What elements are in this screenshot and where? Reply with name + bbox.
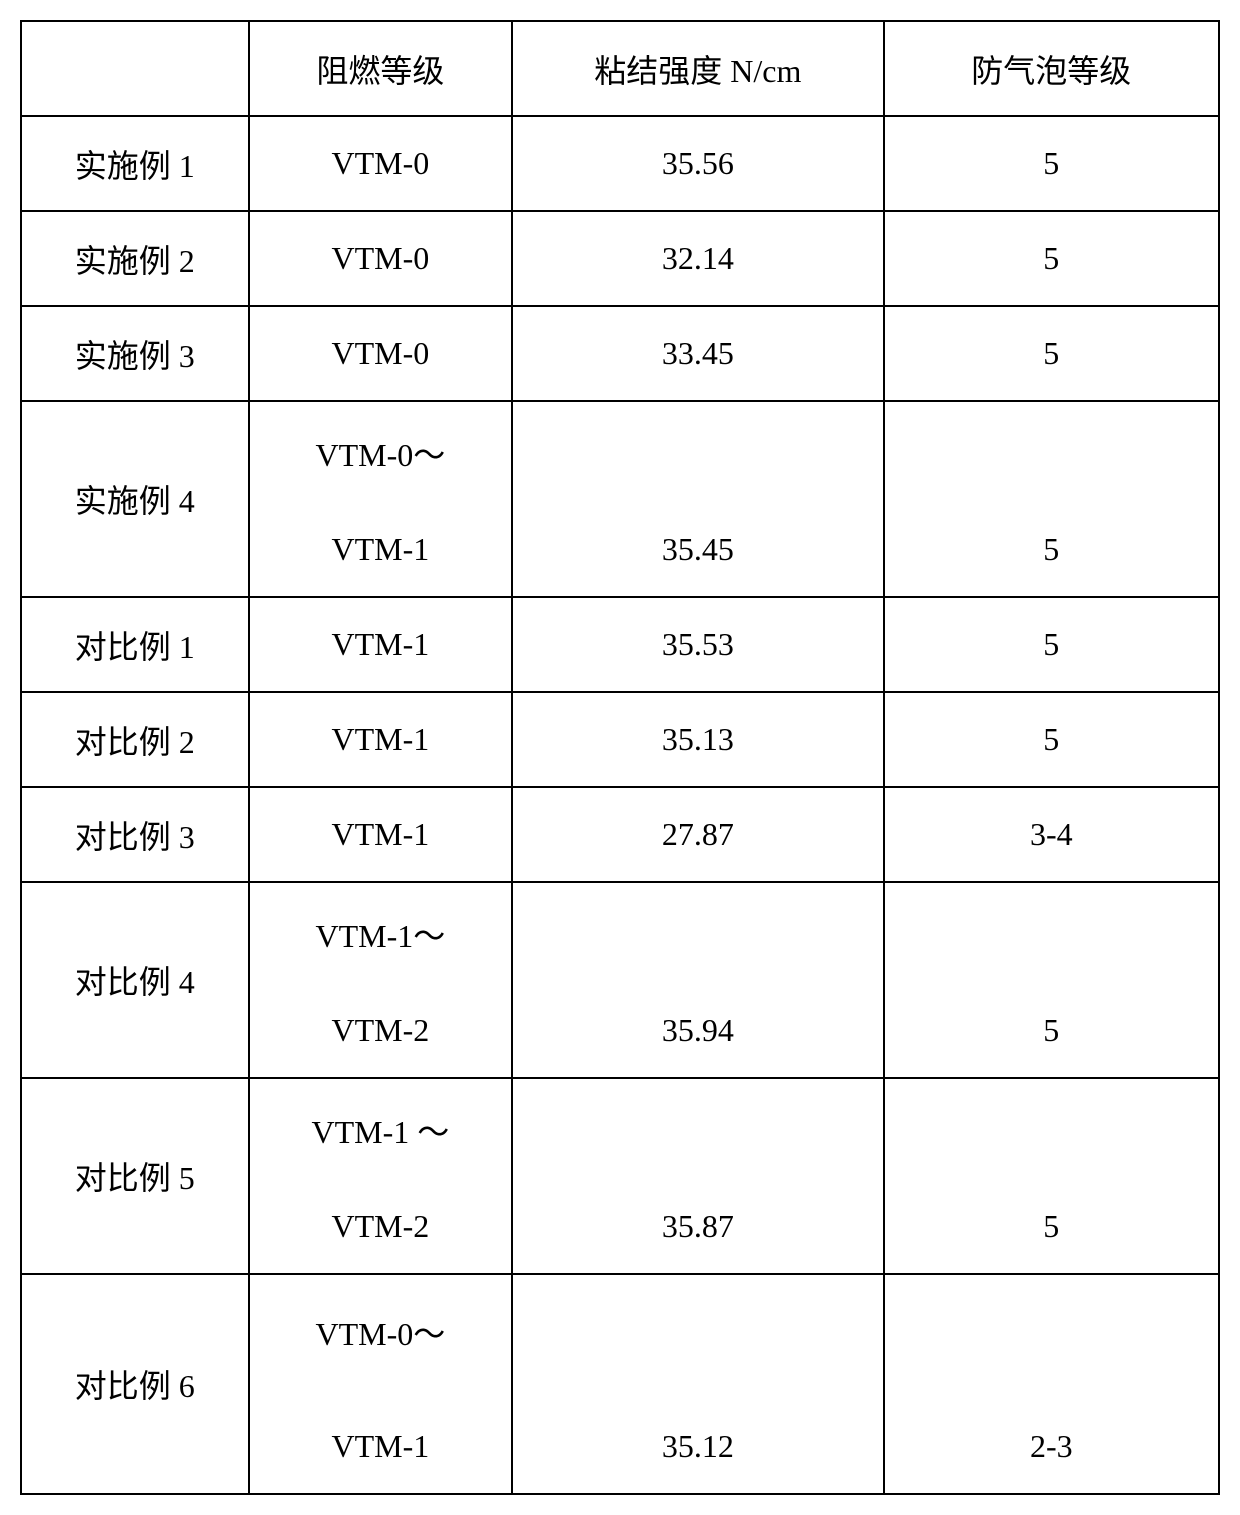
table-row: 实施例 3 VTM-0 33.45 5 bbox=[21, 306, 1219, 401]
row-bubble: 2-3 bbox=[884, 1274, 1219, 1494]
flame-bot: VTM-1 bbox=[250, 491, 512, 586]
row-label: 对比例 3 bbox=[21, 787, 249, 882]
row-bubble: 5 bbox=[884, 211, 1219, 306]
row-flame: VTM-0 bbox=[249, 211, 513, 306]
table-row: 实施例 2 VTM-0 32.14 5 bbox=[21, 211, 1219, 306]
row-flame: VTM-0～ VTM-1 bbox=[249, 401, 513, 597]
row-strength: 33.45 bbox=[512, 306, 883, 401]
row-label: 实施例 4 bbox=[21, 401, 249, 597]
row-bubble: 5 bbox=[884, 306, 1219, 401]
flame-top: VTM-0～ bbox=[250, 1287, 512, 1376]
row-label: 对比例 5 bbox=[21, 1078, 249, 1274]
row-bubble: 5 bbox=[884, 597, 1219, 692]
row-flame: VTM-1 bbox=[249, 692, 513, 787]
row-label: 对比例 2 bbox=[21, 692, 249, 787]
row-bubble: 5 bbox=[884, 401, 1219, 597]
header-cell-flame: 阻燃等级 bbox=[249, 21, 513, 116]
row-strength: 35.87 bbox=[512, 1078, 883, 1274]
row-label: 实施例 2 bbox=[21, 211, 249, 306]
row-flame: VTM-0～ VTM-1 bbox=[249, 1274, 513, 1494]
row-strength: 35.12 bbox=[512, 1274, 883, 1494]
row-bubble: 5 bbox=[884, 1078, 1219, 1274]
row-strength: 35.56 bbox=[512, 116, 883, 211]
data-table: 阻燃等级 粘结强度 N/cm 防气泡等级 实施例 1 VTM-0 35.56 5… bbox=[20, 20, 1220, 1495]
row-flame: VTM-1 ～ VTM-2 bbox=[249, 1078, 513, 1274]
row-label: 实施例 1 bbox=[21, 116, 249, 211]
row-label: 实施例 3 bbox=[21, 306, 249, 401]
flame-bot: VTM-1 bbox=[250, 1376, 512, 1483]
header-cell-strength: 粘结强度 N/cm bbox=[512, 21, 883, 116]
row-flame: VTM-0 bbox=[249, 306, 513, 401]
table-row: 实施例 4 VTM-0～ VTM-1 35.45 5 bbox=[21, 401, 1219, 597]
flame-bot: VTM-2 bbox=[250, 1168, 512, 1263]
flame-top: VTM-1～ bbox=[250, 895, 512, 972]
header-cell-bubble: 防气泡等级 bbox=[884, 21, 1219, 116]
table-row: 对比例 5 VTM-1 ～ VTM-2 35.87 5 bbox=[21, 1078, 1219, 1274]
flame-top: VTM-0～ bbox=[250, 414, 512, 491]
table-row: 对比例 6 VTM-0～ VTM-1 35.12 2-3 bbox=[21, 1274, 1219, 1494]
row-bubble: 3-4 bbox=[884, 787, 1219, 882]
row-flame: VTM-1 bbox=[249, 787, 513, 882]
row-bubble: 5 bbox=[884, 116, 1219, 211]
row-label: 对比例 1 bbox=[21, 597, 249, 692]
row-strength: 35.45 bbox=[512, 401, 883, 597]
table-row: 对比例 4 VTM-1～ VTM-2 35.94 5 bbox=[21, 882, 1219, 1078]
table-row: 对比例 2 VTM-1 35.13 5 bbox=[21, 692, 1219, 787]
row-label: 对比例 4 bbox=[21, 882, 249, 1078]
flame-bot: VTM-2 bbox=[250, 972, 512, 1067]
row-bubble: 5 bbox=[884, 692, 1219, 787]
row-flame: VTM-1～ VTM-2 bbox=[249, 882, 513, 1078]
row-label: 对比例 6 bbox=[21, 1274, 249, 1494]
table-row: 对比例 3 VTM-1 27.87 3-4 bbox=[21, 787, 1219, 882]
row-bubble: 5 bbox=[884, 882, 1219, 1078]
row-strength: 35.53 bbox=[512, 597, 883, 692]
row-strength: 35.94 bbox=[512, 882, 883, 1078]
row-flame: VTM-1 bbox=[249, 597, 513, 692]
table-row: 实施例 1 VTM-0 35.56 5 bbox=[21, 116, 1219, 211]
header-cell-empty bbox=[21, 21, 249, 116]
row-strength: 27.87 bbox=[512, 787, 883, 882]
table-row: 对比例 1 VTM-1 35.53 5 bbox=[21, 597, 1219, 692]
row-flame: VTM-0 bbox=[249, 116, 513, 211]
row-strength: 32.14 bbox=[512, 211, 883, 306]
row-strength: 35.13 bbox=[512, 692, 883, 787]
table-header-row: 阻燃等级 粘结强度 N/cm 防气泡等级 bbox=[21, 21, 1219, 116]
flame-top: VTM-1 ～ bbox=[250, 1091, 512, 1168]
